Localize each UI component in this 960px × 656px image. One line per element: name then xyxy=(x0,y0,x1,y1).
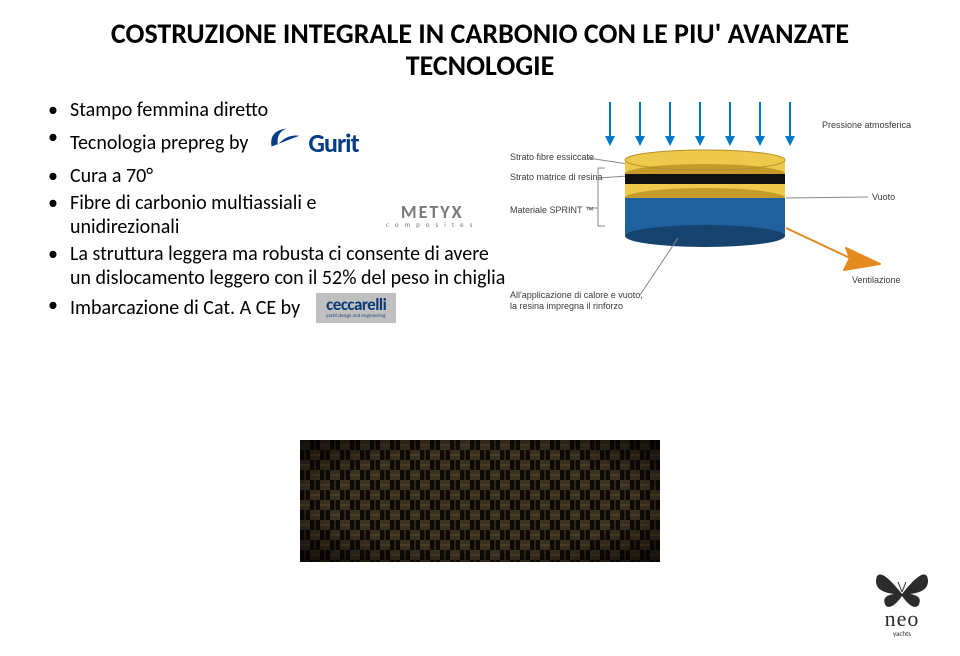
diagram-column: Pressione atmosferica Strato fibre essic… xyxy=(510,98,930,338)
content-row: Stampo femmina diretto Tecnologia prepre… xyxy=(0,88,960,338)
vacuum-diagram: Pressione atmosferica Strato fibre essic… xyxy=(510,98,920,333)
ceccarelli-main-text: ceccarelli xyxy=(326,296,386,313)
metyx-logo: METYX composites xyxy=(386,203,478,228)
diagram-label: Strato fibre essiccate xyxy=(510,152,594,162)
list-text: Tecnologia prepreg by xyxy=(70,131,248,155)
ventilation-arrow-icon xyxy=(786,228,880,270)
gurit-swoosh-icon xyxy=(266,125,304,161)
metyx-sub-text: composites xyxy=(386,221,478,228)
metyx-main-text: METYX xyxy=(401,203,464,221)
layer-stack-icon xyxy=(625,150,785,247)
diagram-label: Ventilazione xyxy=(852,275,901,285)
footer-logo: neo yachts xyxy=(872,566,932,638)
ceccarelli-logo: ceccarelli yacht design and engineering xyxy=(316,293,396,323)
pressure-arrows-icon xyxy=(605,102,795,146)
list-text: La struttura leggera ma robusta ci conse… xyxy=(70,242,505,290)
list-item: Tecnologia prepreg by Gurit xyxy=(48,125,510,161)
bullet-list-column: Stampo femmina diretto Tecnologia prepre… xyxy=(30,98,510,338)
bullet-list: Stampo femmina diretto Tecnologia prepre… xyxy=(48,98,510,323)
diagram-label: Vuoto xyxy=(872,192,895,202)
diagram-label: Materiale SPRINT ™ xyxy=(510,205,594,215)
diagram-label: Strato matrice di resina xyxy=(510,172,603,182)
list-item: Fibre di carbonio multiassiali e unidire… xyxy=(48,191,510,239)
list-text: Fibre di carbonio multiassiali e unidire… xyxy=(70,191,370,239)
list-item: Stampo femmina diretto xyxy=(48,98,510,122)
list-item: La struttura leggera ma robusta ci conse… xyxy=(48,242,510,290)
gurit-logo: Gurit xyxy=(266,125,358,161)
list-text: Cura a 70° xyxy=(70,164,153,188)
diagram-label: All'applicazione di calore e vuoto, la r… xyxy=(510,290,645,311)
carbon-fiber-image xyxy=(300,440,660,562)
ceccarelli-sub-text: yacht design and engineering xyxy=(326,314,386,319)
neo-sub-text: yachts xyxy=(893,629,911,638)
butterfly-icon xyxy=(872,566,932,610)
gurit-text: Gurit xyxy=(308,127,358,159)
list-item: Imbarcazione di Cat. A CE by ceccarelli … xyxy=(48,293,510,323)
list-text: Imbarcazione di Cat. A CE by xyxy=(70,296,300,320)
page-title: COSTRUZIONE INTEGRALE IN CARBONIO CON LE… xyxy=(0,0,960,88)
list-item: Cura a 70° xyxy=(48,164,510,188)
diagram-label: Pressione atmosferica xyxy=(822,120,911,130)
list-text: Stampo femmina diretto xyxy=(70,98,268,122)
